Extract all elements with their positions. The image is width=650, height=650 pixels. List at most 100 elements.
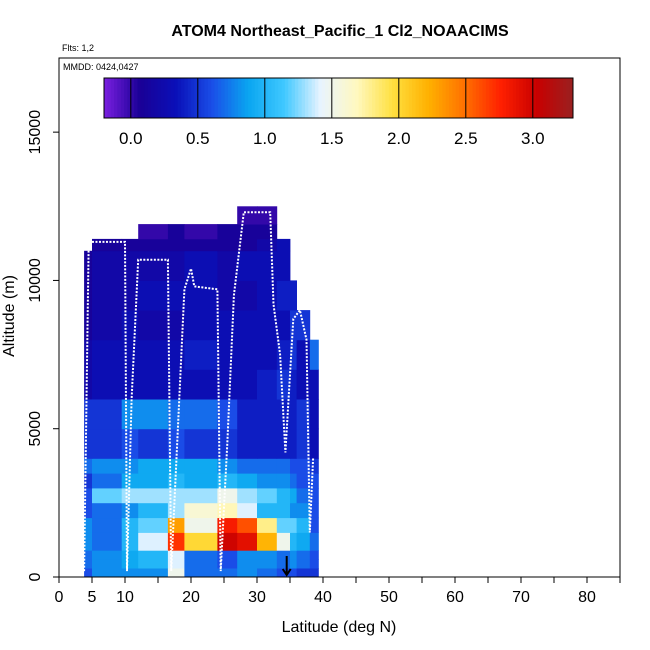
- heatmap-cell: [138, 250, 169, 281]
- heatmap-cell: [84, 458, 93, 474]
- colorbar-segment: [516, 78, 520, 118]
- colorbar-segment: [569, 78, 574, 118]
- x-tick-label: 50: [380, 589, 398, 606]
- colorbar-segment: [449, 78, 453, 118]
- heatmap-cell: [276, 280, 291, 311]
- colorbar-segment: [127, 78, 132, 118]
- heatmap-cell: [217, 428, 238, 459]
- colorbar-segment: [150, 78, 155, 118]
- heatmap-cell: [237, 568, 258, 578]
- colorbar-segment: [512, 78, 517, 118]
- colorbar-segment: [197, 78, 202, 118]
- heatmap-cell: [184, 369, 218, 400]
- heatmap-cell: [309, 473, 319, 489]
- heatmap-cell: [184, 559, 218, 569]
- colorbar-segment: [566, 78, 571, 118]
- colorbar-segment: [405, 78, 410, 118]
- heatmap-cell: [237, 517, 258, 533]
- heatmap-cell: [138, 517, 169, 533]
- heatmap-cell: [237, 428, 258, 459]
- colorbar-segment: [522, 78, 527, 118]
- colorbar-segment: [174, 78, 179, 118]
- heatmap-cell: [217, 224, 238, 240]
- colorbar-segment: [382, 78, 386, 118]
- colorbar-segment: [542, 78, 547, 118]
- colorbar-segment: [361, 78, 366, 118]
- heatmap-cell: [217, 473, 238, 489]
- colorbar-segment: [154, 78, 159, 118]
- colorbar-segment: [204, 78, 209, 118]
- heatmap-cell: [138, 488, 169, 504]
- colorbar-segment: [445, 78, 450, 118]
- heatmap-cell: [237, 488, 258, 504]
- colorbar-segment: [110, 78, 115, 118]
- colorbar-segment: [134, 78, 138, 118]
- axes: 0 5 10 20 30 40 50 60 70 80 0 5000 10000 15000: [27, 110, 621, 606]
- heatmap-cell: [237, 206, 258, 225]
- colorbar-segment: [248, 78, 252, 118]
- heatmap-cell: [92, 280, 123, 311]
- heatmap-cell: [121, 502, 139, 519]
- heatmap-cell: [276, 238, 291, 252]
- heatmap-cell: [167, 280, 185, 311]
- heatmap-cell: [290, 502, 297, 519]
- colorbar-segment: [395, 78, 400, 118]
- colorbar-segment: [489, 78, 494, 118]
- heatmap-cell: [257, 369, 278, 400]
- colorbar-segment: [385, 78, 390, 118]
- heatmap-cell: [121, 559, 139, 569]
- colorbar-segment: [107, 78, 112, 118]
- colorbar-frame: [103, 77, 574, 119]
- heatmap-cell: [309, 559, 319, 569]
- x-tick-label: 40: [314, 589, 332, 606]
- colorbar-segment: [365, 78, 370, 118]
- heatmap-cell: [276, 250, 291, 281]
- colorbar-segment: [120, 78, 125, 118]
- heatmap-cell: [138, 473, 169, 489]
- heatmap-cell: [276, 532, 291, 551]
- heatmap-cell: [184, 428, 218, 459]
- colorbar-segment: [184, 78, 189, 118]
- heatmap-cell: [296, 532, 311, 551]
- colorbar-segment: [201, 78, 205, 118]
- heatmap-cell: [138, 339, 169, 370]
- heatmap-cell: [309, 399, 319, 430]
- colorbar-segment: [258, 78, 262, 118]
- heatmap-cell: [92, 568, 123, 578]
- heatmap-cell: [257, 310, 278, 341]
- heatmap-cell: [276, 458, 291, 474]
- heatmap-cell: [237, 532, 258, 551]
- colorbar-segment: [355, 78, 360, 118]
- colorbar-tick-label: 1.5: [320, 129, 344, 148]
- x-tick-label: 5: [88, 589, 97, 606]
- colorbar-segment: [465, 78, 470, 118]
- heatmap-cell: [167, 339, 185, 370]
- heatmap-cell: [92, 339, 123, 370]
- heatmap-cell: [184, 250, 218, 281]
- heatmap-cell: [257, 502, 278, 519]
- colorbar-segment: [455, 78, 460, 118]
- heatmap-cell: [276, 428, 291, 459]
- heatmap-cell: [257, 250, 278, 281]
- heatmap-cell: [138, 369, 169, 400]
- heatmap-cell: [276, 517, 291, 533]
- heatmap-cell: [276, 310, 291, 341]
- colorbar-segment: [341, 78, 346, 118]
- heatmap-cell: [237, 473, 258, 489]
- colorbar-segment: [492, 78, 497, 118]
- colorbar-segment: [539, 78, 544, 118]
- flight-track: [83, 211, 315, 572]
- colorbar-segment: [499, 78, 504, 118]
- heatmap-cell: [290, 550, 297, 560]
- heatmap-cell: [138, 559, 169, 569]
- colorbar-tick-label: 0.0: [119, 129, 143, 148]
- colorbar-segment: [214, 78, 219, 118]
- colorbar-segment: [418, 78, 423, 118]
- colorbar-segment: [495, 78, 500, 118]
- heatmap-cell: [237, 550, 258, 560]
- heatmap-cell: [92, 517, 123, 533]
- colorbar-tick-label: 2.0: [387, 129, 411, 148]
- colorbar-segment: [425, 78, 430, 118]
- heatmap-cell: [84, 568, 93, 578]
- colorbar-segment: [348, 78, 353, 118]
